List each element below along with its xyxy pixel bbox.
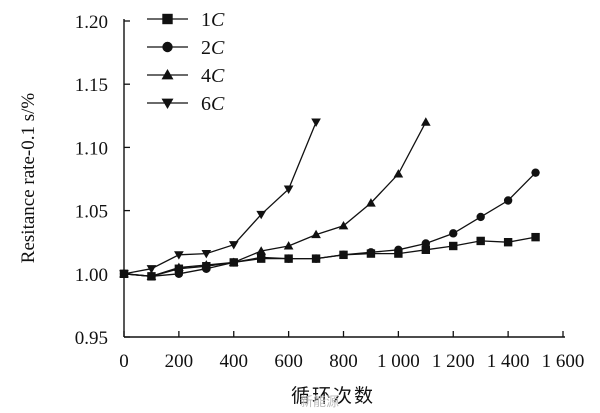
triangle-down-marker [256,210,267,220]
square-marker [476,236,485,246]
axes [123,19,565,338]
y-tick-label: 1.15 [75,75,108,96]
x-tick-label: 1 400 [487,351,530,372]
circle-marker [449,229,458,238]
x-tick-label: 200 [165,351,194,372]
triangle-up-marker [256,246,267,255]
triangle-down-marker [119,270,129,279]
legend-label: 1C [201,9,225,31]
legend-label: 6C [201,93,225,115]
triangle-down-marker [146,265,157,274]
triangle-up-marker [393,169,404,178]
triangle-up-marker [338,220,349,230]
y-tick-label: 1.10 [75,138,108,159]
y-tick-label: 0.95 [75,328,108,349]
triangle-up-marker [201,260,212,269]
circle-marker [174,269,184,278]
triangle-down-marker [174,251,184,260]
circle-marker [503,196,513,205]
triangle-down-marker [161,98,174,109]
circle-marker [256,253,266,262]
x-tick-label: 1 200 [432,351,475,372]
y-tick-label: 1.05 [75,202,108,223]
legend: 1C 2C 4C 6C [147,9,225,115]
legend-label: 2C [201,37,225,59]
triangle-up-marker [174,262,184,272]
series-line [123,121,427,277]
x-tick-label: 800 [329,351,358,372]
series-line [123,121,317,275]
circle-marker [311,254,321,263]
y-tick-label: 1.20 [75,12,108,33]
circle-marker [476,212,485,222]
tick-labels: 0.95 1.00 1.05 1.10 1.15 1.20 0 200 400 600 800 1 0… [75,12,585,372]
circle-marker [394,245,403,254]
x-tick-label: 1 600 [542,351,585,372]
triangle-up-marker [420,117,431,126]
circle-marker [284,254,293,263]
x-tick-label: 600 [274,351,303,372]
square-marker [449,241,458,251]
legend-item: 6C [147,93,225,115]
triangle-down-marker [201,250,212,259]
series-6c [119,118,321,279]
legend-item: 4C [147,65,225,87]
x-axis-title: 循环次数 [291,385,375,407]
triangle-up-marker [146,271,157,280]
series-line [123,172,537,277]
triangle-up-marker [283,241,294,250]
triangle-down-marker [228,241,239,250]
triangle-up-marker [228,257,239,266]
series-group [119,117,540,281]
x-tick-label: 1 000 [377,351,420,372]
triangle-down-marker [283,185,294,194]
x-tick-label: 0 [119,351,129,372]
circle-marker [162,41,173,53]
triangle-up-marker [311,229,321,239]
circle-marker [531,168,540,177]
triangle-up-marker [366,198,376,207]
x-tick-label: 400 [220,351,249,372]
series-2c [119,168,540,281]
legend-label: 4C [201,65,225,87]
square-marker [503,238,513,247]
y-tick-label: 1.00 [75,265,108,286]
triangle-down-marker [311,118,321,127]
square-marker [531,232,540,242]
circle-marker [366,248,376,257]
legend-item: 2C [147,37,225,59]
tick-marks [123,20,564,338]
legend-item: 1C [147,9,225,31]
series-4c [119,117,431,280]
triangle-up-marker [161,69,174,80]
square-marker [162,13,173,25]
watermark-text: 新能源 [300,394,339,410]
circle-marker [421,239,431,248]
square-marker [421,245,431,254]
circle-marker [339,250,348,260]
y-axis-title: Resitance rate-0.1 s/% [18,93,39,264]
